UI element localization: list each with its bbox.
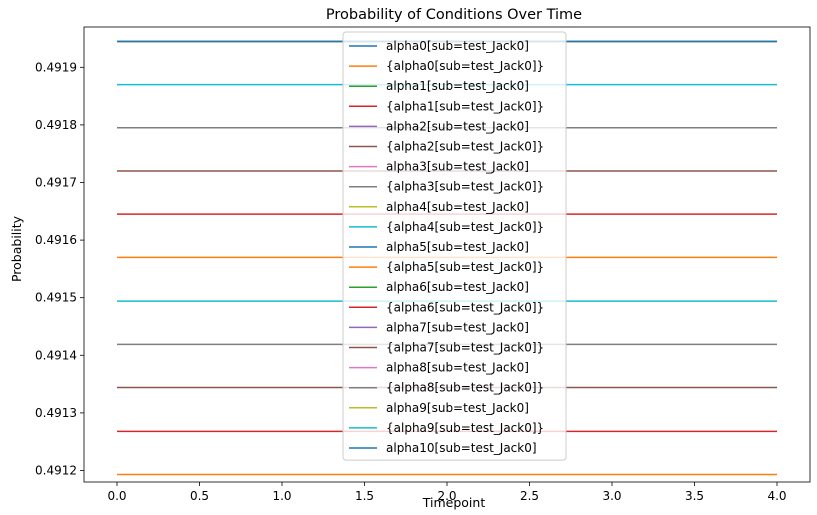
x-tick-label: 0.0 [107,489,126,503]
legend-entry-17: {alpha8[sub=test_Jack0]} [386,381,544,395]
x-axis-label: Timepoint [422,495,486,510]
legend-entry-0: alpha0[sub=test_Jack0] [386,39,529,53]
legend: alpha0[sub=test_Jack0] {alpha0[sub=test_J… [342,31,567,461]
legend-entry-6: alpha3[sub=test_Jack0] [386,160,529,174]
x-tick-label: 2.0 [437,489,456,503]
y-tick-label: 0.4916 [35,233,77,247]
axes: 0.0 0.5 1.0 1.5 2.0 2.5 3.0 3.5 4.0 0.4912 0.4913 0… [35,26,811,503]
y-axis-label: Probability [9,215,24,282]
legend-entry-3: {alpha1[sub=test_Jack0]} [386,99,544,113]
legend-entry-19: {alpha9[sub=test_Jack0]} [386,421,544,435]
y-tick-label: 0.4919 [35,60,77,74]
legend-entry-8: alpha4[sub=test_Jack0] [386,200,529,214]
y-tick-label: 0.4912 [35,463,77,477]
x-tick-label: 3.5 [685,489,704,503]
y-tick-label: 0.4915 [35,291,77,305]
x-tick-label: 1.5 [355,489,374,503]
legend-entry-5: {alpha2[sub=test_Jack0]} [386,140,544,154]
legend-entry-10: alpha5[sub=test_Jack0] [386,240,529,254]
legend-entry-1: {alpha0[sub=test_Jack0]} [386,59,544,73]
x-tick-label: 4.0 [767,489,786,503]
legend-entry-4: alpha2[sub=test_Jack0] [386,119,529,133]
legend-entry-2: alpha1[sub=test_Jack0] [386,79,529,93]
legend-entry-9: {alpha4[sub=test_Jack0]} [386,220,544,234]
y-tick-label: 0.4918 [35,118,77,132]
legend-entry-13: {alpha6[sub=test_Jack0]} [386,300,544,314]
x-tick-label: 1.0 [272,489,291,503]
legend-entry-11: {alpha5[sub=test_Jack0]} [386,260,544,274]
chart-title: Probability of Conditions Over Time [326,7,582,23]
legend-entry-7: {alpha3[sub=test_Jack0]} [386,180,544,194]
y-tick-label: 0.4917 [35,176,77,190]
legend-entry-18: alpha9[sub=test_Jack0] [386,401,529,415]
legend-entry-20: alpha10[sub=test_Jack0] [386,441,537,455]
y-tick-label: 0.4914 [35,348,77,362]
legend-entry-16: alpha8[sub=test_Jack0] [386,361,529,375]
legend-box [342,31,567,461]
legend-entry-12: alpha6[sub=test_Jack0] [386,280,529,294]
legend-entry-15: {alpha7[sub=test_Jack0]} [386,341,544,355]
x-tick-label: 2.5 [520,489,539,503]
x-tick-label: 0.5 [190,489,209,503]
x-tick-label: 3.0 [602,489,621,503]
legend-entry-14: alpha7[sub=test_Jack0] [386,320,529,334]
y-tick-label: 0.4913 [35,406,77,420]
